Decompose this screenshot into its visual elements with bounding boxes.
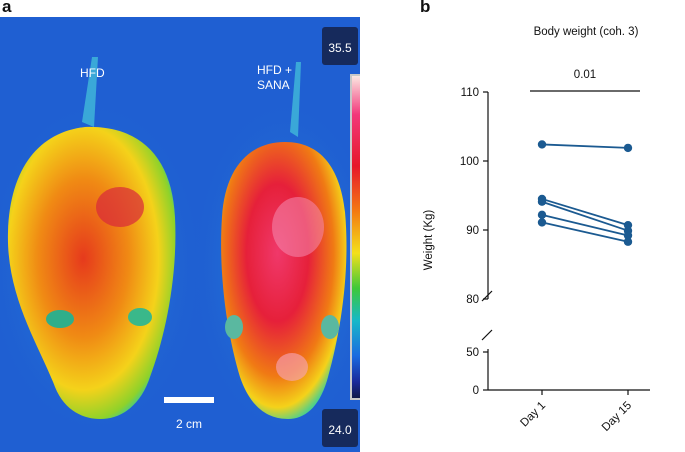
- left-mouse-hotspot: [96, 187, 144, 227]
- right-mouse-tail: [290, 62, 301, 137]
- thermal-image: HFD HFD + SANA 35.5 24.0 2 cm: [0, 17, 360, 452]
- data-point-4-day-1: [537, 210, 547, 220]
- x-tick-label-day-15: Day 15: [600, 400, 634, 434]
- left-mouse-tail: [82, 57, 98, 127]
- series-line-1: [541, 143, 629, 149]
- series-line-3: [541, 200, 629, 232]
- panel-label-b: b: [420, 0, 431, 16]
- right-mouse-nose-hotspot: [276, 353, 308, 381]
- right-mouse-hotspot: [272, 197, 324, 257]
- label-hfd-sana-line2: SANA: [257, 78, 290, 92]
- label-hfd: HFD: [80, 66, 105, 80]
- data-point-1-day-1: [537, 140, 547, 149]
- right-mouse-eye-left: [225, 315, 243, 339]
- y-tick-label-110: 110: [461, 87, 479, 99]
- scale-min-box: [322, 409, 358, 447]
- chart-title: Body weight (coh. 3): [534, 26, 639, 38]
- data-point-5-day-15: [623, 237, 633, 246]
- y-tick-label-80: 80: [466, 294, 479, 306]
- scale-max-box: [322, 27, 358, 65]
- scale-bar: [164, 397, 214, 403]
- scale-max-label: 35.5: [328, 41, 352, 55]
- scale-min-label: 24.0: [328, 423, 352, 437]
- right-mouse-eye-right: [321, 315, 339, 339]
- data-point-1-day-15: [623, 143, 633, 153]
- data-point-4-day-15: [623, 231, 633, 240]
- left-mouse-eye-left: [46, 310, 74, 328]
- series-line-4: [541, 213, 629, 237]
- data-point-5-day-1: [537, 218, 547, 227]
- panel-label-a: a: [2, 0, 12, 16]
- series-line-2: [541, 198, 629, 227]
- y-tick-label-0: 0: [473, 385, 479, 397]
- y-tick-label-90: 90: [466, 225, 479, 237]
- scale-bar-label: 2 cm: [176, 417, 202, 431]
- x-tick-label-day-1: Day 1: [518, 400, 548, 430]
- label-hfd-sana-line1: HFD +: [257, 63, 292, 77]
- series-line-5: [541, 221, 629, 243]
- weight-chart: Body weight (coh. 3) Weight (Kg) 0 50 80 90…: [423, 26, 650, 434]
- color-scale-bar: [352, 76, 360, 398]
- left-mouse-eye-right: [128, 308, 152, 326]
- y-axis-label: Weight (Kg): [423, 210, 435, 271]
- significance-label: 0.01: [574, 69, 596, 81]
- axis-break-mark-lower: [481, 329, 493, 341]
- y-tick-label-100: 100: [460, 156, 479, 168]
- y-tick-label-50: 50: [466, 347, 479, 359]
- data-point-3-day-1: [537, 197, 547, 206]
